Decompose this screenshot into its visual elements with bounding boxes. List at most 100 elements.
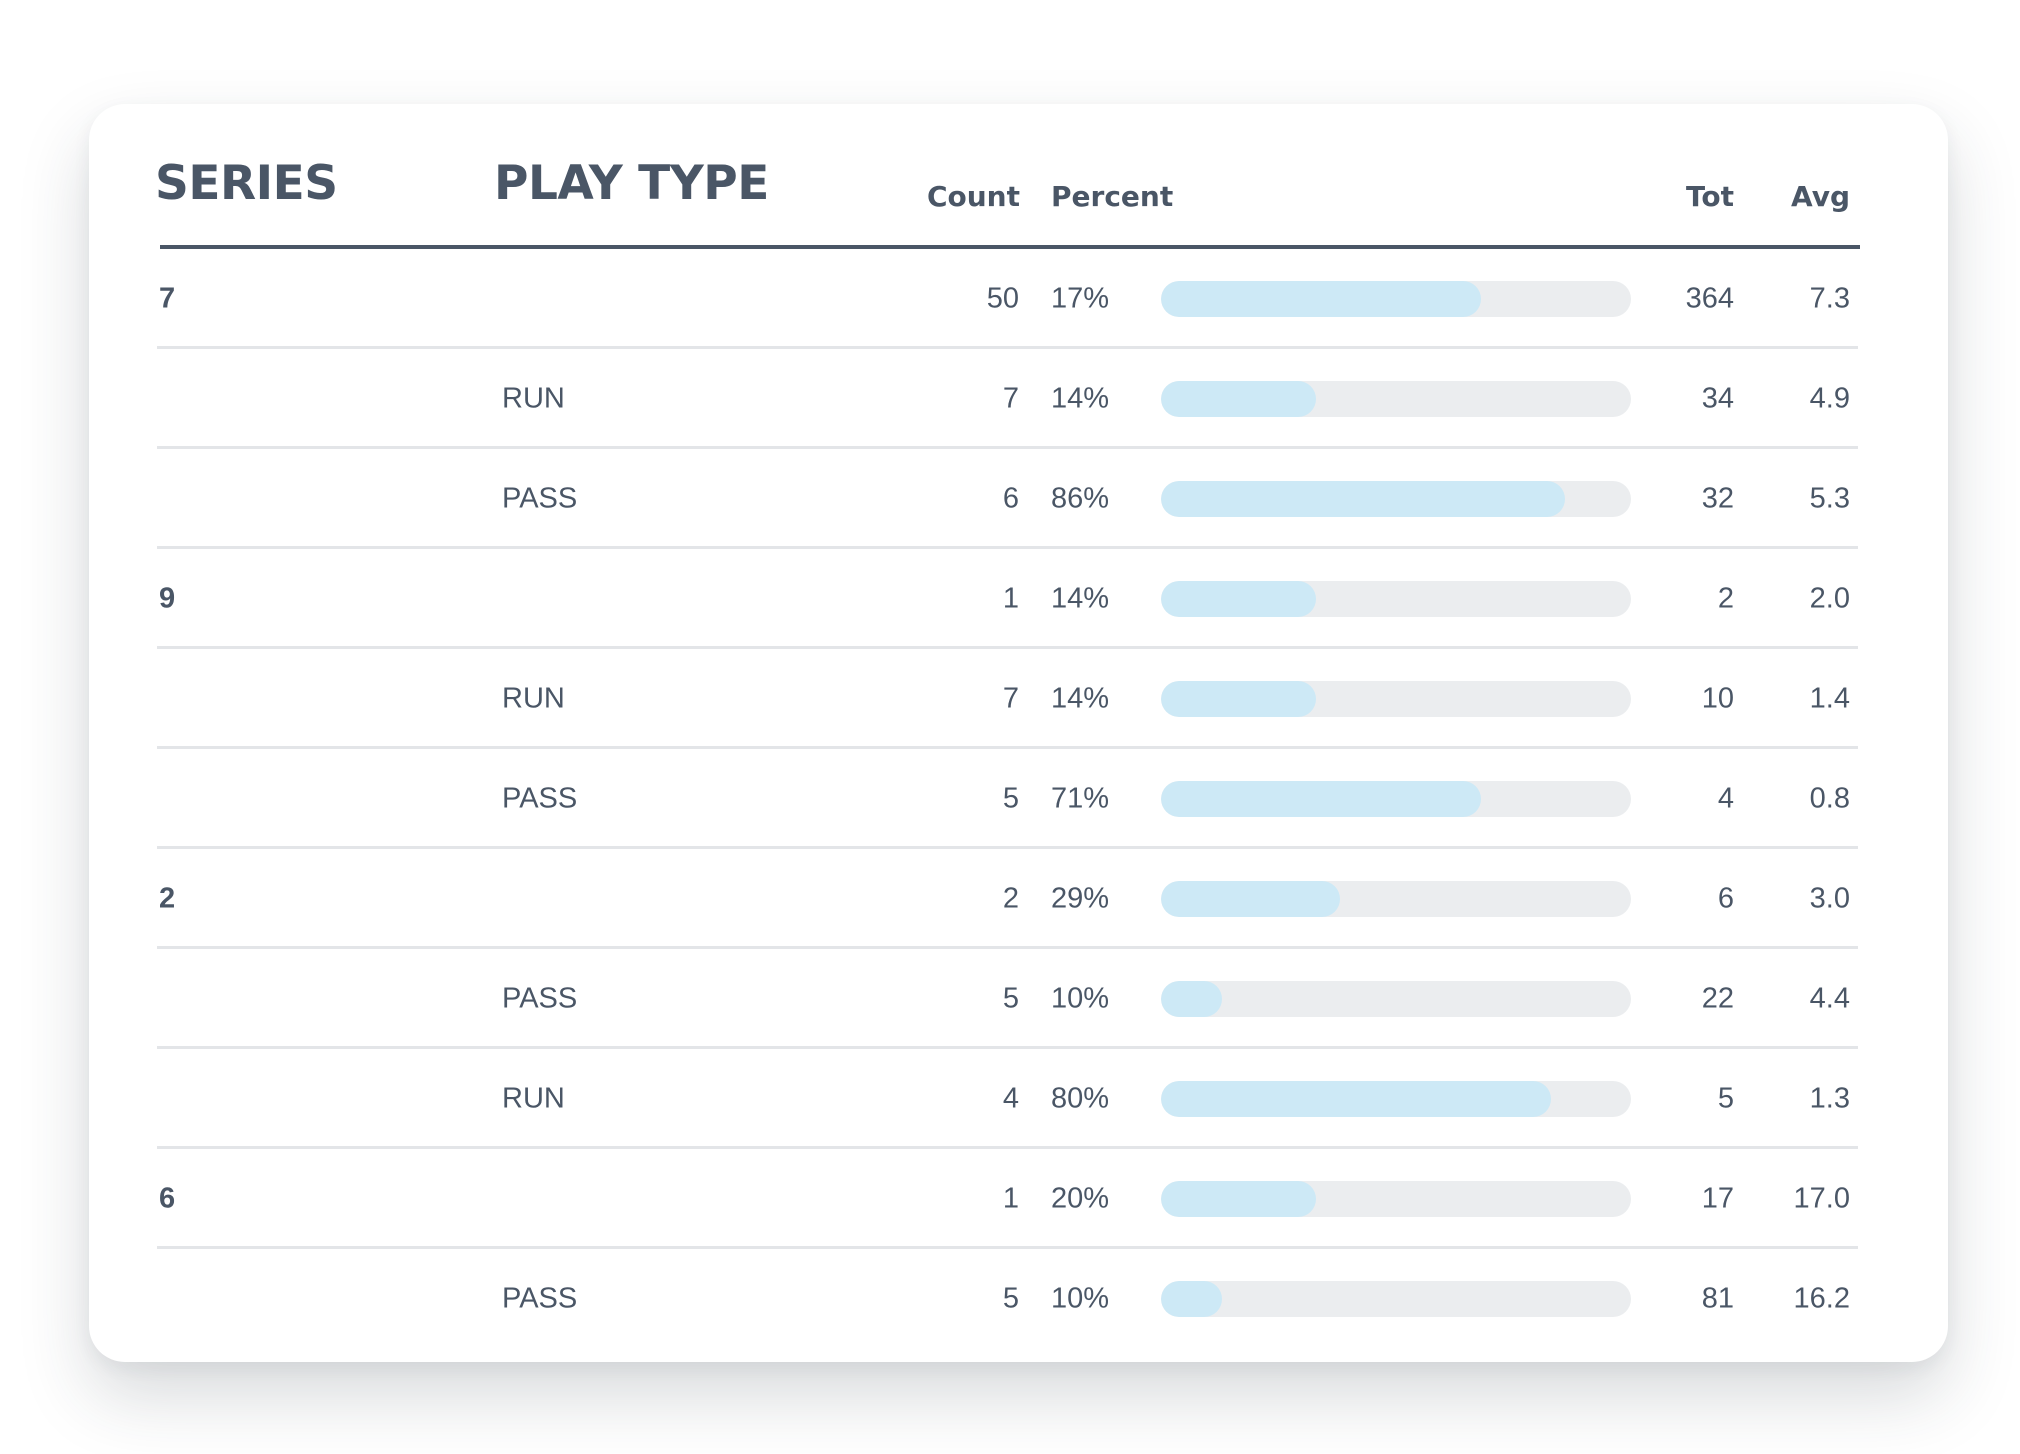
- table-row: PASS 6 86% 32 5.3: [89, 449, 1948, 549]
- table-row: 6 1 20% 17 17.0: [89, 1149, 1948, 1249]
- table-row: 2 2 29% 6 3.0: [89, 849, 1948, 949]
- count-cell: 6: [1002, 482, 1019, 515]
- count-cell: 1: [1002, 582, 1019, 615]
- count-cell: 5: [1002, 982, 1019, 1015]
- play-type-header[interactable]: PLAY TYPE: [494, 156, 769, 211]
- table-header: SERIES PLAY TYPE Count Percent Tot Avg: [89, 104, 1948, 250]
- percent-bar-fill: [1161, 481, 1566, 517]
- percent-bar-fill: [1161, 381, 1317, 417]
- series-cell: 6: [159, 1182, 176, 1215]
- row-divider: [157, 846, 1858, 849]
- percent-cell: 14%: [1051, 682, 1110, 715]
- tot-cell: 6: [1717, 882, 1734, 915]
- play-type-cell: PASS: [502, 782, 578, 815]
- tot-cell: 34: [1701, 382, 1734, 415]
- percent-bar-fill: [1161, 1081, 1552, 1117]
- table-body: 7 50 17% 364 7.3 RUN 7 14% 34 4.9 PASS 6 86% 32 5.3 9 1 1…: [89, 249, 1948, 1349]
- percent-bar-track: [1161, 1281, 1631, 1317]
- table-row: PASS 5 71% 4 0.8: [89, 749, 1948, 849]
- percent-bar-fill: [1161, 581, 1317, 617]
- count-cell: 1: [1002, 1182, 1019, 1215]
- row-divider: [157, 1046, 1858, 1049]
- percent-cell: 17%: [1051, 282, 1110, 315]
- percent-bar-fill: [1161, 281, 1481, 317]
- tot-cell: 10: [1701, 682, 1734, 715]
- percent-bar-fill: [1161, 781, 1481, 817]
- series-header[interactable]: SERIES: [155, 156, 338, 211]
- percent-bar-track: [1161, 481, 1631, 517]
- percent-bar-track: [1161, 1081, 1631, 1117]
- tot-cell: 32: [1701, 482, 1734, 515]
- avg-cell: 17.0: [1793, 1182, 1850, 1215]
- percent-bar-track: [1161, 281, 1631, 317]
- avg-cell: 7.3: [1809, 282, 1850, 315]
- table-row: PASS 5 10% 81 16.2: [89, 1249, 1948, 1349]
- avg-cell: 0.8: [1809, 782, 1850, 815]
- avg-cell: 16.2: [1793, 1282, 1850, 1315]
- percent-bar-track: [1161, 881, 1631, 917]
- count-cell: 2: [1002, 882, 1019, 915]
- tot-cell: 17: [1701, 1182, 1734, 1215]
- count-cell: 4: [1002, 1082, 1019, 1115]
- percent-cell: 80%: [1051, 1082, 1110, 1115]
- percent-cell: 14%: [1051, 582, 1110, 615]
- row-divider: [157, 646, 1858, 649]
- tot-cell: 4: [1717, 782, 1734, 815]
- table-row: RUN 7 14% 10 1.4: [89, 649, 1948, 749]
- avg-cell: 2.0: [1809, 582, 1850, 615]
- play-type-cell: RUN: [502, 682, 565, 715]
- play-type-cell: RUN: [502, 382, 565, 415]
- row-divider: [157, 946, 1858, 949]
- series-cell: 7: [159, 282, 176, 315]
- table-row: RUN 7 14% 34 4.9: [89, 349, 1948, 449]
- row-divider: [157, 446, 1858, 449]
- count-cell: 50: [986, 282, 1019, 315]
- tot-cell: 22: [1701, 982, 1734, 1015]
- row-divider: [157, 1146, 1858, 1149]
- percent-bar-track: [1161, 1181, 1631, 1217]
- percent-bar-track: [1161, 981, 1631, 1017]
- header-divider: [160, 245, 1860, 249]
- play-type-cell: PASS: [502, 982, 578, 1015]
- avg-cell: 5.3: [1809, 482, 1850, 515]
- avg-header[interactable]: Avg: [1791, 180, 1850, 213]
- series-cell: 2: [159, 882, 176, 915]
- row-divider: [157, 546, 1858, 549]
- percent-bar-fill: [1161, 681, 1317, 717]
- count-cell: 7: [1002, 382, 1019, 415]
- row-divider: [157, 746, 1858, 749]
- table-row: 7 50 17% 364 7.3: [89, 249, 1948, 349]
- percent-bar-track: [1161, 581, 1631, 617]
- percent-cell: 14%: [1051, 382, 1110, 415]
- stats-table-card: SERIES PLAY TYPE Count Percent Tot Avg 7…: [89, 104, 1948, 1362]
- percent-cell: 86%: [1051, 482, 1110, 515]
- avg-cell: 4.4: [1809, 982, 1850, 1015]
- percent-bar-fill: [1161, 881, 1340, 917]
- percent-cell: 29%: [1051, 882, 1110, 915]
- percent-header[interactable]: Percent: [1051, 180, 1174, 213]
- tot-cell: 81: [1701, 1282, 1734, 1315]
- percent-bar-track: [1161, 381, 1631, 417]
- percent-bar-track: [1161, 681, 1631, 717]
- percent-bar-fill: [1161, 1281, 1223, 1317]
- row-divider: [157, 1246, 1858, 1249]
- tot-header[interactable]: Tot: [1685, 180, 1734, 213]
- percent-cell: 10%: [1051, 982, 1110, 1015]
- table-row: PASS 5 10% 22 4.4: [89, 949, 1948, 1049]
- count-cell: 7: [1002, 682, 1019, 715]
- avg-cell: 4.9: [1809, 382, 1850, 415]
- percent-cell: 10%: [1051, 1282, 1110, 1315]
- avg-cell: 1.3: [1809, 1082, 1850, 1115]
- row-divider: [157, 346, 1858, 349]
- percent-bar-fill: [1161, 981, 1223, 1017]
- table-row: RUN 4 80% 5 1.3: [89, 1049, 1948, 1149]
- count-header[interactable]: Count: [926, 180, 1020, 213]
- count-cell: 5: [1002, 782, 1019, 815]
- play-type-cell: PASS: [502, 482, 578, 515]
- tot-cell: 364: [1685, 282, 1734, 315]
- percent-cell: 20%: [1051, 1182, 1110, 1215]
- play-type-cell: RUN: [502, 1082, 565, 1115]
- play-type-cell: PASS: [502, 1282, 578, 1315]
- table-row: 9 1 14% 2 2.0: [89, 549, 1948, 649]
- tot-cell: 2: [1717, 582, 1734, 615]
